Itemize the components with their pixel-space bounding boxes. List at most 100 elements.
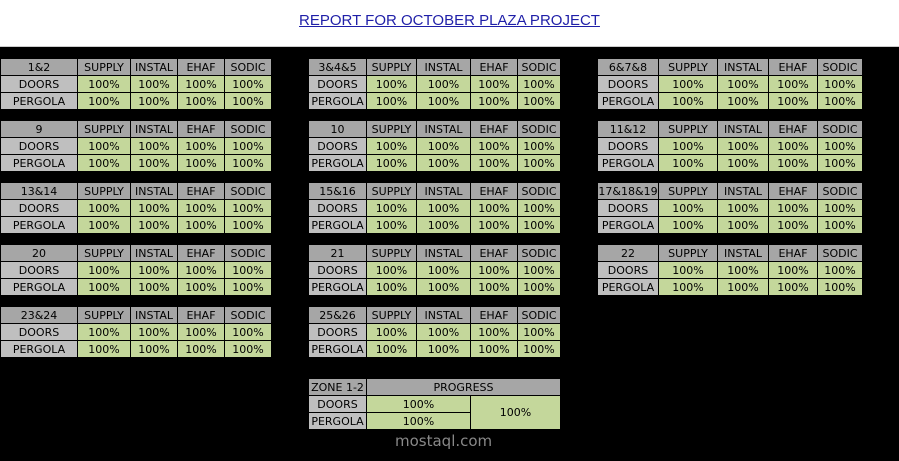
value-cell: 100% — [366, 154, 417, 172]
value-cell: 100% — [77, 340, 131, 358]
column-header: SUPPLY — [366, 120, 417, 138]
column-header: EHAF — [470, 182, 518, 200]
value-cell: 100% — [768, 75, 818, 93]
column-header: EHAF — [177, 182, 225, 200]
column-header: INSTAL — [130, 120, 178, 138]
value-cell: 100% — [77, 154, 131, 172]
value-cell: 100% — [658, 154, 718, 172]
value-cell: 100% — [130, 199, 178, 217]
value-cell: 100% — [768, 137, 818, 155]
value-cell: 100% — [768, 92, 818, 110]
row-label: DOORS — [0, 323, 78, 341]
value-cell: 100% — [768, 154, 818, 172]
block-name: 10 — [308, 120, 367, 138]
value-cell: 100% — [817, 216, 863, 234]
block-name: 23&24 — [0, 306, 78, 324]
row-label: PERGOLA — [597, 216, 659, 234]
value-cell: 100% — [77, 261, 131, 279]
row-label: PERGOLA — [0, 340, 78, 358]
value-cell: 100% — [768, 199, 818, 217]
column-header: SUPPLY — [366, 244, 417, 262]
value-cell: 100% — [224, 323, 272, 341]
block-name: 22 — [597, 244, 659, 262]
value-cell: 100% — [224, 137, 272, 155]
value-cell: 100% — [366, 92, 417, 110]
column-header: EHAF — [470, 120, 518, 138]
value-cell: 100% — [77, 75, 131, 93]
column-header: SODIC — [517, 306, 561, 324]
value-cell: 100% — [130, 216, 178, 234]
value-cell: 100% — [658, 92, 718, 110]
block-name: 1&2 — [0, 58, 78, 76]
column-header: SUPPLY — [77, 58, 131, 76]
value-cell: 100% — [470, 75, 518, 93]
value-cell: 100% — [366, 412, 471, 430]
value-cell: 100% — [817, 154, 863, 172]
value-cell: 100% — [77, 199, 131, 217]
block-name: 9 — [0, 120, 78, 138]
value-cell: 100% — [366, 261, 417, 279]
value-cell: 100% — [717, 261, 769, 279]
value-cell: 100% — [366, 323, 417, 341]
value-cell: 100% — [130, 92, 178, 110]
value-cell: 100% — [77, 216, 131, 234]
value-cell: 100% — [177, 216, 225, 234]
value-cell: 100% — [658, 75, 718, 93]
value-cell: 100% — [224, 75, 272, 93]
value-cell: 100% — [717, 92, 769, 110]
value-cell: 100% — [224, 216, 272, 234]
row-label: PERGOLA — [0, 216, 78, 234]
value-cell: 100% — [366, 278, 417, 296]
column-header: INSTAL — [416, 58, 471, 76]
row-label: PERGOLA — [0, 154, 78, 172]
column-header: EHAF — [470, 244, 518, 262]
column-header: INSTAL — [130, 182, 178, 200]
value-cell: 100% — [416, 278, 471, 296]
value-cell: 100% — [224, 154, 272, 172]
value-cell: 100% — [177, 137, 225, 155]
row-label: PERGOLA — [308, 92, 367, 110]
row-label: DOORS — [308, 75, 367, 93]
value-cell: 100% — [416, 340, 471, 358]
value-cell: 100% — [817, 278, 863, 296]
value-cell: 100% — [366, 137, 417, 155]
value-cell: 100% — [177, 92, 225, 110]
block-name: 25&26 — [308, 306, 367, 324]
value-cell: 100% — [224, 92, 272, 110]
value-cell: 100% — [177, 340, 225, 358]
column-header: SODIC — [224, 244, 272, 262]
column-header: EHAF — [177, 306, 225, 324]
value-cell: 100% — [817, 261, 863, 279]
value-cell: 100% — [130, 323, 178, 341]
value-cell: 100% — [717, 216, 769, 234]
value-cell: 100% — [470, 323, 518, 341]
watermark: mostaql.com — [395, 432, 493, 450]
value-cell: 100% — [517, 278, 561, 296]
value-cell: 100% — [77, 323, 131, 341]
block-name: 17&18&19 — [597, 182, 659, 200]
block-name: 6&7&8 — [597, 58, 659, 76]
column-header: EHAF — [768, 58, 818, 76]
value-cell: 100% — [224, 278, 272, 296]
report-title: REPORT FOR OCTOBER PLAZA PROJECT — [299, 12, 600, 29]
block-name: 15&16 — [308, 182, 367, 200]
value-cell: 100% — [177, 323, 225, 341]
value-cell: 100% — [130, 340, 178, 358]
column-header: SODIC — [224, 58, 272, 76]
value-cell: 100% — [658, 137, 718, 155]
column-header: SODIC — [517, 58, 561, 76]
value-cell: 100% — [768, 261, 818, 279]
row-label: DOORS — [597, 75, 659, 93]
row-label: PERGOLA — [597, 92, 659, 110]
value-cell: 100% — [517, 75, 561, 93]
value-cell: 100% — [130, 137, 178, 155]
value-cell: 100% — [768, 216, 818, 234]
value-cell: 100% — [470, 154, 518, 172]
column-header: INSTAL — [416, 120, 471, 138]
value-cell: 100% — [130, 261, 178, 279]
column-header: SODIC — [817, 120, 863, 138]
row-label: PERGOLA — [308, 154, 367, 172]
value-cell: 100% — [658, 261, 718, 279]
value-cell: 100% — [177, 199, 225, 217]
